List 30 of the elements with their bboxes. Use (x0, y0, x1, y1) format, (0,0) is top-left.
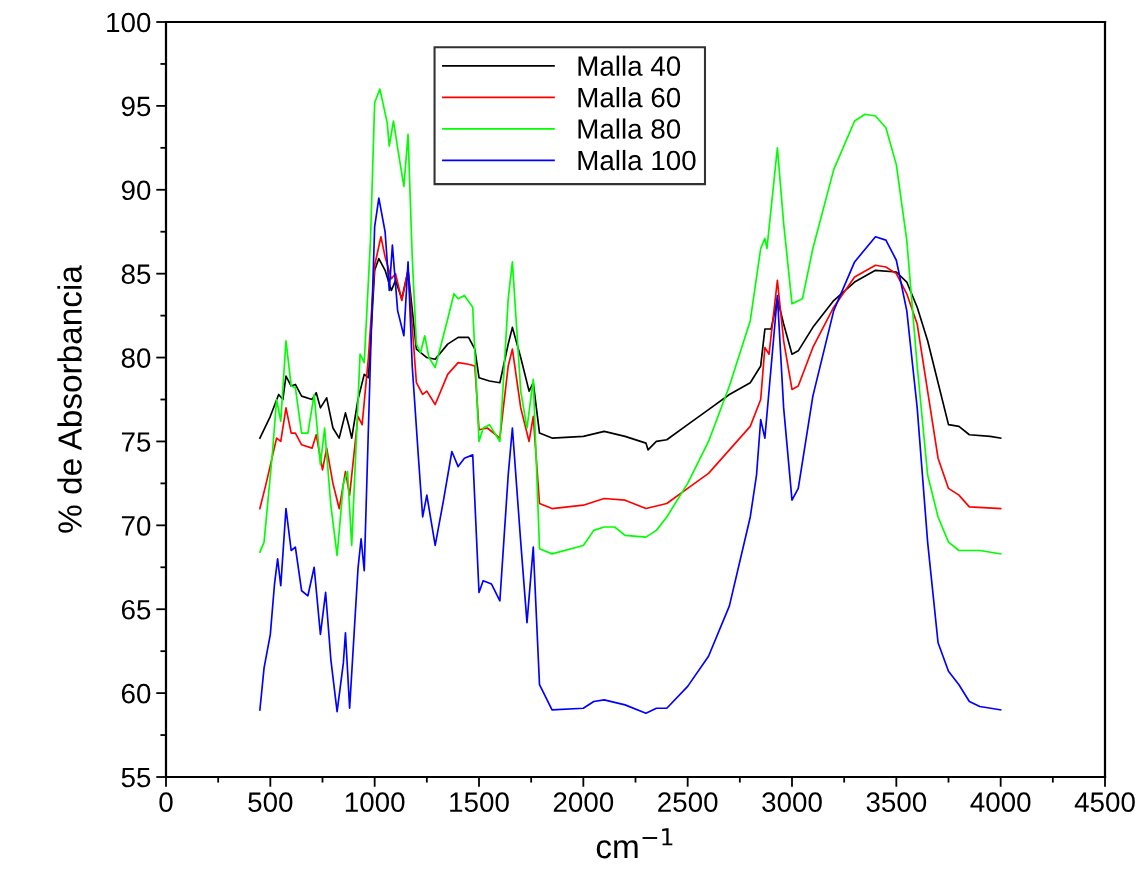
y-tick-label: 80 (121, 348, 151, 368)
line-series (259, 88, 1002, 557)
x-tick-label: 0 (159, 792, 173, 812)
y-axis-title: % de Absorbancia (57, 265, 82, 533)
x-tick-label: 2500 (658, 792, 718, 812)
y-tick-label: 75 (121, 432, 151, 452)
y-tick-label: 55 (121, 767, 151, 788)
x-tick-label: 2000 (553, 792, 614, 812)
x-tick-label: 3500 (866, 792, 927, 812)
y-tick-label: 60 (121, 683, 151, 704)
x-axis-title: cm$^{−1}$ (596, 828, 673, 859)
y-tick-label: 95 (121, 96, 151, 117)
line-series (259, 197, 1002, 715)
y-tick-label: 65 (121, 599, 151, 620)
x-tick-label: 4000 (970, 792, 1031, 812)
x-tick-label: 3000 (762, 792, 822, 812)
legend-label: Malla 60 (578, 87, 681, 108)
x-tick-label: 1000 (345, 792, 405, 812)
y-tick-label: 70 (121, 516, 151, 536)
x-tick-label: 500 (248, 792, 293, 812)
legend-label: Malla 80 (578, 118, 681, 139)
line-series (259, 235, 1002, 510)
y-tick-label: 100 (107, 12, 151, 33)
line-series (259, 257, 1002, 451)
x-tick-label: 4500 (1074, 792, 1135, 812)
y-tick-label: 85 (121, 264, 151, 285)
x-tick-label: 1500 (450, 792, 509, 812)
legend-label: Malla 40 (578, 55, 681, 76)
y-tick-label: 90 (121, 180, 151, 201)
legend-label: Malla 100 (578, 149, 696, 171)
